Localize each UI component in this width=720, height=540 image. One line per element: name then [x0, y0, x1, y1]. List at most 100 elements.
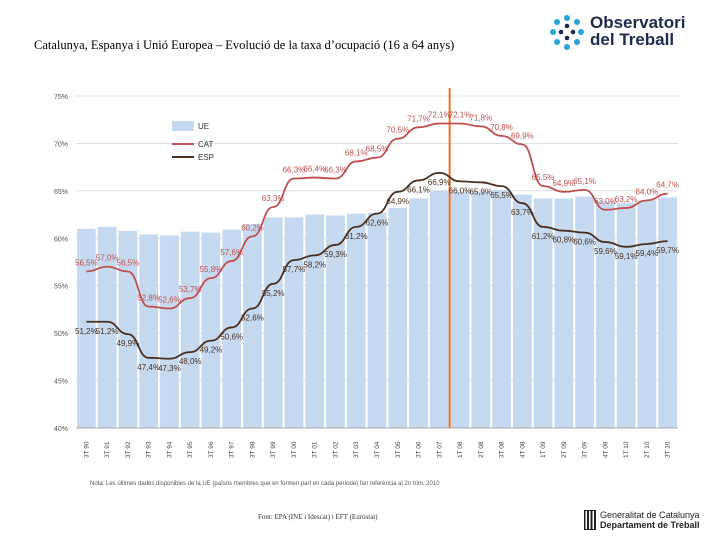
- esp-data-label: 61,2%: [345, 232, 368, 241]
- esp-data-label: 52,6%: [241, 313, 264, 322]
- y-tick-label: 50%: [54, 331, 68, 338]
- bar-ue: [222, 229, 242, 428]
- esp-data-label: 66,1%: [407, 185, 430, 194]
- bar-ue: [367, 212, 387, 428]
- cat-data-label: 56,5%: [75, 258, 98, 267]
- x-tick-label: 3T 99: [270, 441, 277, 458]
- x-tick-label: 1T 08: [457, 441, 464, 458]
- x-tick-label: 3T 04: [374, 441, 381, 458]
- bar-ue: [326, 215, 345, 428]
- cat-data-label: 68,5%: [366, 145, 389, 154]
- x-tick-label: 3T 09: [582, 441, 589, 458]
- y-tick-label: 45%: [54, 379, 68, 386]
- observatori-logo: Observatori del Treball: [548, 14, 718, 54]
- esp-data-label: 47,3%: [158, 364, 181, 373]
- x-tick-label: 2T 10: [644, 441, 651, 458]
- bar-ue: [596, 201, 615, 428]
- legend-label-ue: UE: [198, 122, 209, 131]
- legend-label-esp: ESP: [198, 153, 214, 162]
- bar-ue: [492, 189, 511, 428]
- cat-data-label: 70,5%: [386, 126, 409, 135]
- bar-ue: [429, 190, 449, 428]
- x-tick-label: 3T 06: [416, 441, 423, 458]
- esp-data-label: 50,6%: [220, 332, 243, 341]
- x-tick-label: 2T 09: [561, 441, 568, 458]
- bar-ue: [616, 203, 636, 428]
- y-tick-label: 60%: [54, 236, 68, 243]
- cat-data-label: 72,1%: [428, 111, 451, 120]
- x-tick-label: 3T 01: [312, 441, 319, 458]
- bar-ue: [284, 217, 304, 428]
- x-tick-label: 3T 96: [208, 441, 215, 458]
- x-tick-label: 2T 08: [478, 441, 485, 458]
- cat-data-label: 64,9%: [552, 179, 575, 188]
- cat-data-label: 63,0%: [594, 197, 617, 206]
- cat-data-label: 72,1%: [449, 111, 472, 120]
- bar-ue: [471, 191, 491, 428]
- bar-ue: [263, 217, 283, 428]
- esp-data-label: 51,2%: [75, 327, 98, 336]
- gencat-logo: Generalitat de Catalunya Departament de …: [584, 510, 720, 538]
- cat-data-label: 66,3%: [283, 166, 306, 175]
- esp-data-label: 59,4%: [636, 249, 659, 258]
- cat-data-label: 71,7%: [407, 114, 430, 123]
- bar-ue: [139, 234, 158, 428]
- x-tick-label: 3T 91: [104, 441, 111, 458]
- cat-data-label: 69,9%: [511, 131, 534, 140]
- cat-data-label: 57,6%: [220, 248, 243, 257]
- esp-data-label: 59,1%: [615, 252, 638, 261]
- esp-data-label: 64,9%: [386, 197, 409, 206]
- esp-data-label: 51,2%: [96, 327, 119, 336]
- bar-ue: [180, 231, 200, 428]
- gencat-line2: Departament de Treball: [600, 520, 700, 530]
- esp-data-label: 59,7%: [656, 246, 679, 255]
- bar-ue: [512, 194, 532, 428]
- senyera-icon: [584, 510, 596, 530]
- x-tick-label: 3T 93: [146, 441, 153, 458]
- esp-data-label: 65,9%: [469, 187, 492, 196]
- cat-data-label: 56,5%: [117, 258, 140, 267]
- y-tick-label: 75%: [54, 94, 68, 101]
- esp-data-label: 47,4%: [137, 363, 160, 372]
- bar-ue: [575, 196, 594, 428]
- esp-data-label: 59,6%: [594, 247, 617, 256]
- cat-data-label: 65,1%: [573, 177, 596, 186]
- cat-data-label: 53,7%: [179, 285, 202, 294]
- cat-data-label: 57,0%: [96, 254, 119, 263]
- x-tick-label: 3T 92: [125, 441, 132, 458]
- cat-data-label: 63,3%: [262, 194, 285, 203]
- esp-data-label: 60,8%: [552, 236, 575, 245]
- bar-ue: [533, 198, 553, 428]
- x-tick-label: 3T 94: [166, 441, 173, 458]
- cat-data-label: 52,8%: [137, 294, 160, 303]
- logo-line1: Observatori: [590, 13, 686, 32]
- bar-ue: [450, 191, 470, 428]
- esp-data-label: 61,2%: [532, 232, 555, 241]
- esp-data-label: 58,2%: [303, 260, 326, 269]
- x-tick-label: 3T 03: [353, 441, 360, 458]
- esp-data-label: 63,7%: [511, 208, 534, 217]
- bar-ue: [658, 197, 677, 428]
- chart-source: Font: EPA (INE i Idescat) i EFT (Eurosta…: [258, 513, 378, 521]
- bar-ue: [77, 228, 96, 428]
- chart-title: Catalunya, Espanya i Unió Europea – Evol…: [34, 38, 455, 52]
- bar-ue: [388, 207, 408, 428]
- cat-data-label: 68,1%: [345, 148, 368, 157]
- logo-line2: del Treball: [590, 30, 675, 49]
- x-tick-label: 4T 08: [519, 441, 526, 458]
- chart-note: Nota: Les últimes dades disponibles de l…: [90, 481, 440, 487]
- cat-data-label: 70,8%: [490, 123, 513, 132]
- bar-ue: [346, 213, 366, 428]
- bar-ue: [409, 198, 428, 428]
- y-tick-label: 40%: [54, 426, 68, 433]
- x-tick-label: 3T 97: [229, 441, 236, 458]
- x-tick-label: 3T 07: [436, 441, 443, 458]
- cat-data-label: 66,3%: [324, 166, 347, 175]
- cat-data-label: 60,2%: [241, 223, 264, 232]
- x-tick-label: 3T 08: [499, 441, 506, 458]
- esp-data-label: 49,2%: [200, 346, 223, 355]
- x-tick-label: 3T 10: [665, 441, 672, 458]
- cat-line: [86, 122, 668, 310]
- bar-ue: [118, 230, 138, 428]
- x-tick-label: 3T 05: [395, 441, 402, 458]
